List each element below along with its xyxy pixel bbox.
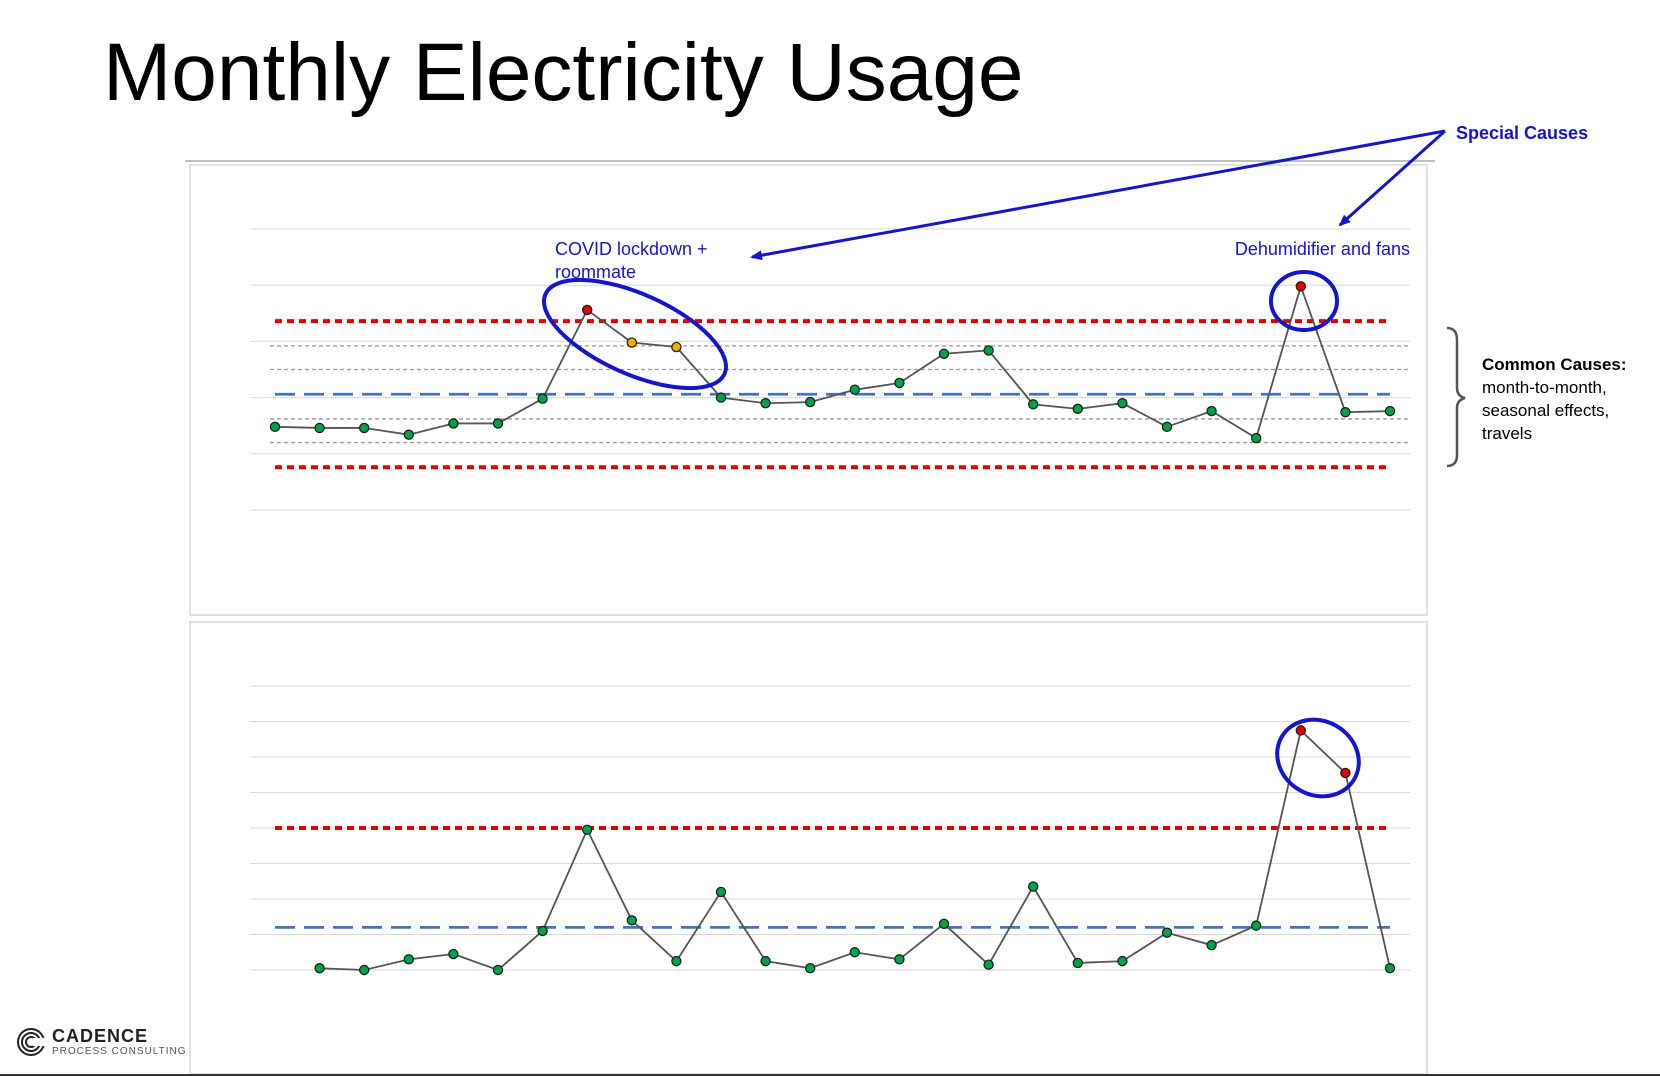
special-causes-label: Special Causes xyxy=(1456,123,1588,143)
logo-subtitle: PROCESS CONSULTING xyxy=(52,1046,187,1057)
mr-chart xyxy=(250,685,1410,976)
mr-chart-data-point xyxy=(448,948,459,960)
dehumidifier-label: Dehumidifier and fans xyxy=(1235,239,1410,259)
mr-chart-data-point xyxy=(1250,920,1262,931)
common-causes-line1: month-to-month, xyxy=(1482,378,1607,397)
i-chart-data-point xyxy=(671,341,682,353)
mr-chart-data-point xyxy=(1384,963,1396,974)
mr-chart-data-point xyxy=(537,925,548,937)
dehumidifier-highlight-ellipse xyxy=(1269,270,1339,332)
i-chart-data-point xyxy=(1384,405,1396,417)
arrow-to-covid xyxy=(750,129,1446,261)
common-causes-line2: seasonal effects, xyxy=(1482,401,1609,420)
mr-chart-frame xyxy=(189,621,1428,1075)
logo-name: CADENCE xyxy=(52,1026,149,1046)
cadence-logo: CADENCE PROCESS CONSULTING xyxy=(16,1027,187,1057)
i-chart-data-point xyxy=(805,396,816,408)
common-causes-brace xyxy=(1446,326,1466,468)
mr-chart-data-point xyxy=(403,954,414,965)
mr-chart-data-point xyxy=(715,886,727,898)
mr-chart-data-point xyxy=(671,955,682,967)
i-chart-data-point xyxy=(1340,407,1351,418)
i-chart-data-point xyxy=(760,398,771,409)
mr-chart-data-point xyxy=(1161,927,1173,938)
i-chart-data-point xyxy=(492,418,504,429)
i-chart-data-point xyxy=(359,422,370,434)
mr-chart-data-point xyxy=(805,963,816,974)
i-chart-series-line xyxy=(274,283,1391,440)
cadence-logo-icon xyxy=(17,1028,46,1056)
i-chart-data-point xyxy=(849,384,861,395)
mr-chart-data-point xyxy=(626,915,638,926)
i-chart-data-point xyxy=(1295,281,1307,292)
mr-chart-data-point xyxy=(983,959,994,970)
mr-chart-data-point xyxy=(1295,725,1307,736)
i-chart-data-point xyxy=(537,393,548,404)
common-causes-line3: travels xyxy=(1482,424,1532,443)
i-chart-data-point xyxy=(448,418,459,429)
i-chart-data-point xyxy=(626,337,638,348)
mr-chart-data-point xyxy=(894,954,905,965)
mr-chart-data-point xyxy=(314,963,325,974)
i-chart-data-point xyxy=(269,421,281,433)
covid-label-line2: roommate xyxy=(555,262,636,282)
covid-highlight-ellipse xyxy=(542,277,728,391)
i-chart-data-point xyxy=(1117,398,1128,409)
i-chart-data-point xyxy=(1250,432,1262,444)
mr-chart-data-point xyxy=(938,918,950,930)
i-chart xyxy=(250,228,1410,511)
mr-chart-data-point xyxy=(1072,957,1084,969)
mr-chart-data-point xyxy=(849,947,861,958)
i-chart-frame xyxy=(189,164,1428,616)
mr-chart-data-point xyxy=(492,964,504,976)
i-chart-data-point xyxy=(715,392,727,403)
mr-chart-data-point xyxy=(1027,881,1039,892)
i-chart-data-point xyxy=(1072,403,1084,415)
i-chart-data-point xyxy=(983,345,994,356)
i-chart-data-point xyxy=(403,429,414,440)
mr-highlight-ellipse xyxy=(1275,717,1361,799)
i-chart-data-point xyxy=(314,422,325,434)
mr-chart-data-point xyxy=(359,964,370,976)
i-chart-data-point xyxy=(1206,405,1217,417)
mr-chart-data-point xyxy=(1117,955,1128,967)
page-title: Monthly Electricity Usage xyxy=(103,27,1024,118)
mr-chart-data-point xyxy=(760,955,771,967)
i-chart-data-point xyxy=(1027,399,1039,410)
mr-chart-data-point xyxy=(1340,767,1351,779)
i-chart-data-point xyxy=(938,348,950,359)
covid-label-line1: COVID lockdown + xyxy=(555,239,708,259)
common-causes-title: Common Causes: xyxy=(1482,355,1627,374)
i-chart-data-point xyxy=(1161,421,1173,433)
i-chart-data-point xyxy=(582,304,593,316)
arrow-to-dehumidifier xyxy=(1338,129,1447,227)
mr-chart-data-point xyxy=(1206,939,1217,951)
i-chart-data-point xyxy=(894,377,905,389)
mr-chart-data-point xyxy=(582,824,593,835)
